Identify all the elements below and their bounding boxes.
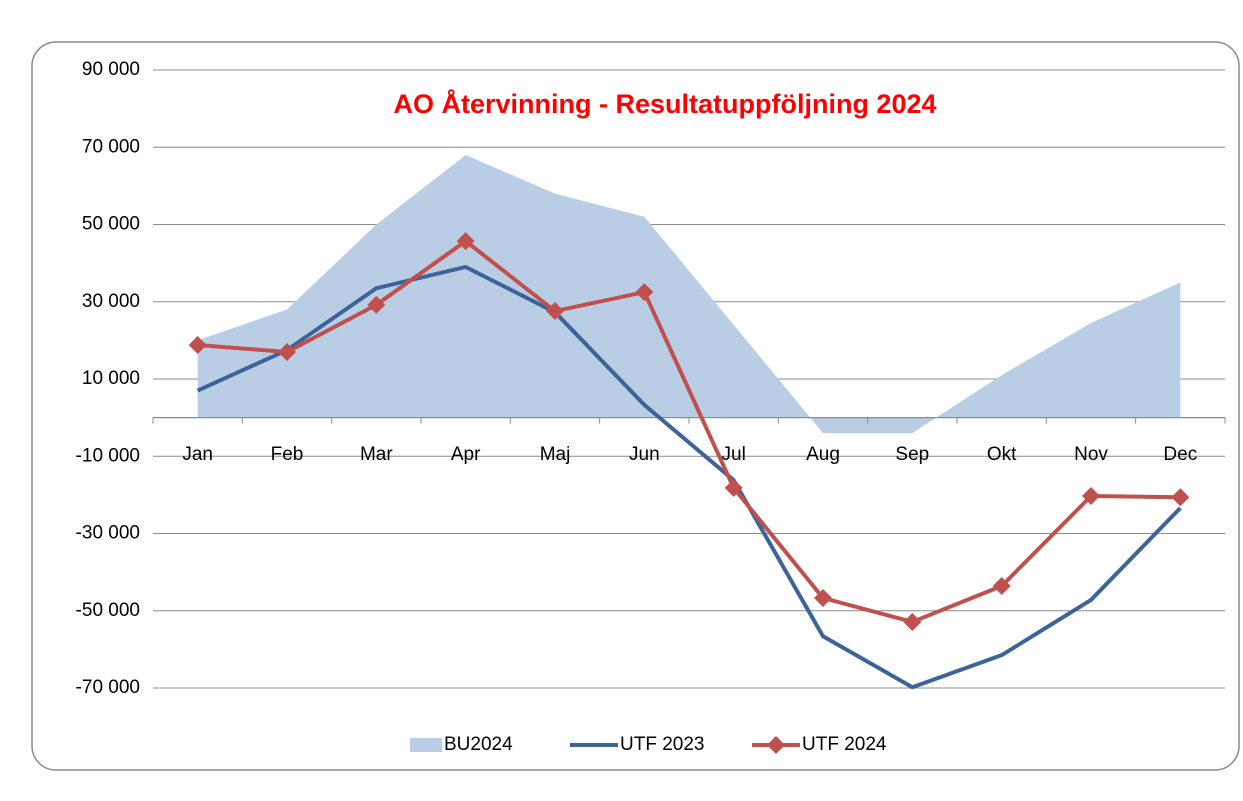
y-tick-label: 30 000 (82, 291, 140, 312)
x-tick-label: Jul (722, 444, 746, 465)
legend-marker (767, 736, 785, 754)
legend-label: BU2024 (444, 734, 513, 755)
line (196, 264, 1182, 690)
marker (278, 342, 296, 361)
line (197, 239, 1181, 624)
legend-label: UTF 2023 (620, 734, 704, 755)
marker (188, 336, 207, 355)
legend-label: UTF 2024 (802, 734, 887, 755)
marker (814, 589, 832, 608)
marker (992, 577, 1011, 596)
chart-title: AO Återvinning - Resultatuppföljning 202… (393, 88, 936, 119)
marker (546, 302, 564, 321)
y-tick-label: 90 000 (82, 59, 140, 80)
legend-swatch (410, 738, 442, 752)
marker (456, 232, 475, 251)
y-tick-label: 10 000 (82, 368, 140, 389)
marker (724, 478, 743, 497)
x-tick-label: Nov (1074, 444, 1108, 465)
x-tick-label: Dec (1163, 444, 1197, 465)
y-tick-label: 50 000 (82, 214, 140, 235)
x-tick-label: Maj (540, 444, 571, 465)
marker (1082, 487, 1100, 506)
x-tick-label: Apr (451, 444, 481, 465)
x-tick-label: Mar (360, 444, 393, 465)
marker (903, 612, 922, 631)
x-tick-label: Okt (987, 444, 1017, 465)
x-tick-label: Jun (629, 444, 660, 465)
x-tick-label: Feb (271, 444, 304, 465)
y-tick-label: -50 000 (76, 600, 140, 621)
marker (1171, 488, 1190, 507)
area (197, 154, 1181, 434)
x-tick-label: Aug (806, 444, 840, 465)
x-tick-label: Sep (895, 444, 929, 465)
x-tick-label: Jan (182, 444, 213, 465)
y-tick-label: 70 000 (82, 136, 140, 157)
marker (635, 283, 654, 302)
y-tick-label: -70 000 (76, 677, 140, 698)
y-tick-label: -30 000 (76, 523, 140, 544)
y-tick-label: -10 000 (76, 445, 140, 466)
marker (367, 295, 386, 314)
